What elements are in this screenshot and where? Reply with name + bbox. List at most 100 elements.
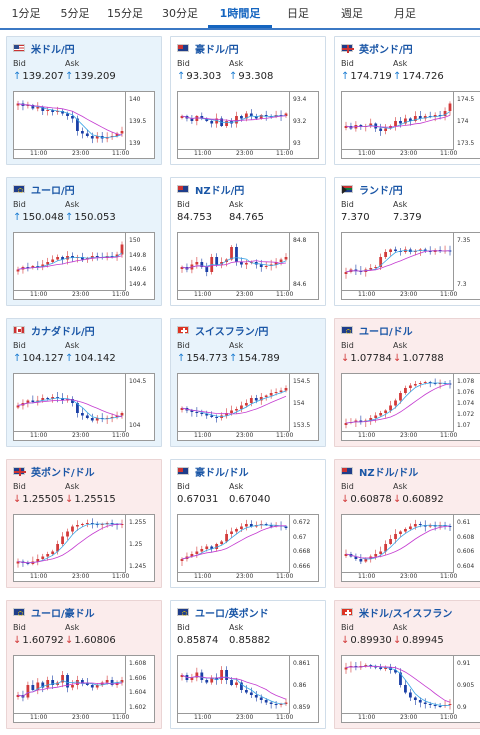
- candle: [364, 665, 368, 666]
- y-tick-label: 154: [293, 400, 305, 407]
- rate-card[interactable]: スイスフラン/円 Bid Ask ↑154.773 ↑154.789 154.5 154 15…: [170, 318, 326, 447]
- y-tick-label: 140: [129, 96, 141, 103]
- candle: [95, 418, 99, 421]
- pair-title[interactable]: 豪ドル/円: [177, 41, 239, 56]
- pair-title[interactable]: 豪ドル/ドル: [177, 464, 249, 479]
- rate-card[interactable]: ランド/円 Bid Ask 7.370 7.379 7.35 7.3 11:00 23:00 11…: [334, 177, 480, 306]
- price-chart[interactable]: 0.861 0.86 0.859 11:00 23:00 11:00: [177, 655, 319, 723]
- pair-title[interactable]: NZドル/円: [177, 182, 244, 197]
- pair-title[interactable]: カナダドル/円: [13, 323, 95, 338]
- ask-label: Ask: [393, 341, 408, 350]
- ask-value: ↑93.308: [229, 71, 273, 82]
- y-tick-label: 174.5: [457, 96, 475, 103]
- candle: [408, 118, 412, 121]
- pair-title[interactable]: ユーロ/円: [13, 182, 75, 197]
- pair-title[interactable]: ユーロ/豪ドル: [13, 605, 95, 620]
- candle: [85, 523, 89, 524]
- price-chart[interactable]: 0.61 0.608 0.606 0.604 11:00 23:00 11:00: [341, 514, 480, 582]
- pair-title[interactable]: ユーロ/英ポンド: [177, 605, 269, 620]
- x-tick-label: 11:00: [440, 573, 458, 580]
- candle: [51, 397, 55, 399]
- candle: [279, 259, 283, 262]
- tab-1[interactable]: 1分足: [11, 7, 41, 20]
- price-chart[interactable]: 0.91 0.905 0.9 11:00 23:00 11:00: [341, 655, 480, 723]
- pair-title[interactable]: 英ポンド/円: [341, 41, 413, 56]
- candle: [46, 680, 50, 688]
- rate-card[interactable]: カナダドル/円 Bid Ask ↑104.127 ↑104.142 104.5 104 11:…: [6, 318, 162, 447]
- tab-2[interactable]: 5分足: [60, 7, 90, 20]
- pair-title[interactable]: NZドル/ドル: [341, 464, 418, 479]
- rate-card[interactable]: NZドル/円 Bid Ask 84.753 84.765 84.8 84.6 11:00 23:…: [170, 177, 326, 306]
- price-chart[interactable]: 93.4 93.2 93 11:00 23:00 11:00: [177, 91, 319, 159]
- bid-value: ↑174.719: [341, 71, 392, 82]
- price-chart[interactable]: 174.5 174 173.5 11:00 23:00 11:00: [341, 91, 480, 159]
- price-chart[interactable]: 1.255 1.25 1.245 11:00 23:00 11:00: [13, 514, 155, 582]
- candle: [56, 397, 60, 398]
- candle: [244, 113, 248, 119]
- rate-card[interactable]: 米ドル/スイスフラン Bid Ask ↓0.89930 ↓0.89945 0.91 0.90…: [334, 600, 480, 729]
- ask-number: 84.765: [229, 212, 264, 223]
- bid-value: ↑104.127: [13, 353, 64, 364]
- candle: [230, 531, 233, 534]
- candle: [284, 113, 288, 116]
- y-tick-label: 1.255: [129, 519, 147, 526]
- candle: [95, 256, 99, 257]
- rate-card[interactable]: ユーロ/円 Bid Ask ↑150.048 ↑150.053 150 149.8 149.6…: [6, 177, 162, 306]
- candle: [428, 704, 432, 705]
- tab-6[interactable]: 日足: [287, 7, 309, 20]
- bid-label: Bid: [341, 59, 354, 68]
- y-tick-label: 7.3: [457, 281, 467, 288]
- bid-number: 0.60878: [350, 494, 392, 505]
- y-tick-label: 153.5: [293, 422, 311, 429]
- pair-name: ランド/円: [359, 185, 403, 197]
- pair-title[interactable]: 英ポンド/ドル: [13, 464, 95, 479]
- tab-7[interactable]: 週足: [341, 7, 363, 20]
- candle: [220, 670, 224, 680]
- rate-card[interactable]: 豪ドル/ドル Bid Ask 0.67031 0.67040 0.672 0.67 0.668…: [170, 459, 326, 588]
- price-chart[interactable]: 1.608 1.606 1.604 1.602 11:00 23:00 11:00: [13, 655, 155, 723]
- pair-title[interactable]: ランド/円: [341, 182, 403, 197]
- candle: [85, 415, 89, 418]
- candle: [254, 695, 258, 698]
- rate-card[interactable]: 豪ドル/円 Bid Ask ↑93.303 ↑93.308 93.4 93.2 93 11:00…: [170, 36, 326, 165]
- candle: [16, 695, 20, 697]
- candle: [16, 405, 20, 408]
- candle: [264, 266, 268, 267]
- tab-3[interactable]: 15分足: [107, 7, 143, 20]
- y-tick-label: 93.4: [293, 96, 307, 103]
- candle: [190, 410, 194, 412]
- rate-card[interactable]: 英ポンド/円 Bid Ask ↑174.719 ↑174.726 174.5 174 173.…: [334, 36, 480, 165]
- rate-card[interactable]: ユーロ/英ポンド Bid Ask 0.85874 0.85882 0.861 0.86 0.8…: [170, 600, 326, 729]
- price-chart[interactable]: 150 149.8 149.6 149.4 11:00 23:00 11:00: [13, 232, 155, 300]
- tab-5[interactable]: 1時間足: [208, 0, 272, 28]
- tab-8[interactable]: 月足: [394, 7, 416, 20]
- candle: [433, 383, 437, 384]
- price-chart[interactable]: 140 139.5 139 11:00 23:00 11:00: [13, 91, 155, 159]
- price-chart[interactable]: 104.5 104 11:00 23:00 11:00: [13, 373, 155, 441]
- price-chart[interactable]: 7.35 7.3 11:00 23:00 11:00: [341, 232, 480, 300]
- price-chart[interactable]: 1.078 1.076 1.074 1.072 1.07 11:00 23:00 11:00: [341, 373, 480, 441]
- tab-4[interactable]: 30分足: [162, 7, 198, 20]
- pair-title[interactable]: 米ドル/円: [13, 41, 75, 56]
- candle: [448, 103, 452, 111]
- candle: [374, 415, 378, 418]
- candle: [76, 403, 79, 413]
- y-tick-label: 0.67: [293, 533, 307, 541]
- rate-card[interactable]: NZドル/ドル Bid Ask ↓0.60878 ↓0.60892 0.61 0.608 0.…: [334, 459, 480, 588]
- pair-title[interactable]: ユーロ/ドル: [341, 323, 413, 338]
- price-chart[interactable]: 84.8 84.6 11:00 23:00 11:00: [177, 232, 319, 300]
- price-chart[interactable]: 0.672 0.67 0.668 0.666 11:00 23:00 11:00: [177, 514, 319, 582]
- rate-card[interactable]: ユーロ/豪ドル Bid Ask ↓1.60792 ↓1.60806 1.608 1.606 1…: [6, 600, 162, 729]
- rate-card[interactable]: 米ドル/円 Bid Ask ↑139.207 ↑139.209 140 139.5 139 11…: [6, 36, 162, 165]
- pair-title[interactable]: スイスフラン/円: [177, 323, 268, 338]
- rate-card[interactable]: ユーロ/ドル Bid Ask ↓1.07784 ↓1.07788 1.078 1.076 1.…: [334, 318, 480, 447]
- price-chart[interactable]: 154.5 154 153.5 11:00 23:00 11:00: [177, 373, 319, 441]
- ma-long-line: [17, 255, 123, 270]
- candle: [374, 267, 378, 268]
- candle: [61, 675, 64, 683]
- pair-title[interactable]: 米ドル/スイスフラン: [341, 605, 452, 620]
- y-axis: 154.5 154 153.5: [290, 374, 320, 434]
- candle: [438, 383, 442, 384]
- candle: [220, 541, 224, 544]
- rate-card[interactable]: 英ポンド/ドル Bid Ask ↓1.25505 ↓1.25515 1.255 1.25 1.…: [6, 459, 162, 588]
